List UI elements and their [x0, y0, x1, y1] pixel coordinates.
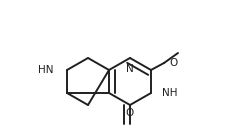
Text: O: O: [125, 108, 134, 118]
Text: N: N: [125, 64, 133, 74]
Text: HN: HN: [38, 65, 54, 75]
Text: O: O: [168, 58, 177, 68]
Text: NH: NH: [161, 88, 177, 98]
